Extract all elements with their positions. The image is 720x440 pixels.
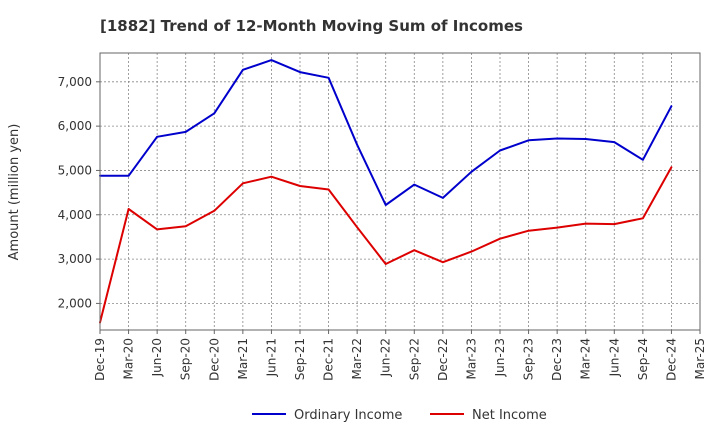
x-tick-label: Jun-24 (607, 338, 621, 377)
x-tick-label: Dec-22 (436, 338, 450, 381)
legend-label: Net Income (472, 408, 547, 423)
x-tick-label: Mar-21 (236, 338, 250, 379)
x-tick-label: Sep-22 (407, 338, 421, 380)
x-tick-label: Jun-21 (264, 338, 278, 377)
x-tick-label: Dec-21 (322, 338, 336, 381)
series-layer (99, 59, 673, 324)
x-tick-label: Jun-23 (493, 338, 507, 377)
y-tick-label: 5,000 (58, 163, 92, 177)
y-tick-label: 6,000 (58, 119, 92, 133)
x-tick-label: Sep-24 (636, 338, 650, 380)
y-axis-ticks: 2,000 3,000 4,000 5,000 6,000 7,000 (58, 75, 100, 310)
x-tick-label: Mar-20 (122, 338, 136, 379)
grid (99, 53, 701, 330)
x-tick-label: Jun-20 (150, 338, 164, 377)
x-tick-label: Sep-23 (522, 338, 536, 380)
x-tick-label: Dec-23 (550, 338, 564, 381)
x-tick-label: Mar-25 (693, 338, 707, 379)
x-tick-label: Sep-21 (293, 338, 307, 380)
x-tick-label: Mar-24 (579, 338, 593, 379)
x-axis-ticks: Dec-19 Mar-20 Jun-20 Sep-20 Dec-20 Mar-21 Jun-… (93, 330, 707, 381)
legend: Ordinary Income Net Income (252, 408, 547, 423)
x-tick-label: Sep-20 (179, 338, 193, 380)
y-tick-label: 3,000 (58, 252, 92, 266)
x-tick-label: Dec-24 (664, 338, 678, 381)
plot-area (99, 52, 701, 331)
legend-label: Ordinary Income (294, 408, 402, 423)
series-line-net-income (99, 166, 673, 324)
x-tick-label: Mar-22 (350, 338, 364, 379)
x-tick-label: Dec-19 (93, 338, 107, 381)
x-tick-label: Mar-23 (464, 338, 478, 379)
y-tick-label: 7,000 (58, 75, 92, 89)
y-axis-label: Amount (million yen) (7, 124, 22, 261)
chart-title: [1882] Trend of 12-Month Moving Sum of I… (100, 17, 523, 35)
series-line-ordinary-income (99, 59, 673, 206)
x-tick-label: Jun-22 (379, 338, 393, 377)
y-tick-label: 2,000 (58, 296, 92, 310)
y-tick-label: 4,000 (58, 208, 92, 222)
x-tick-label: Dec-20 (207, 338, 221, 381)
